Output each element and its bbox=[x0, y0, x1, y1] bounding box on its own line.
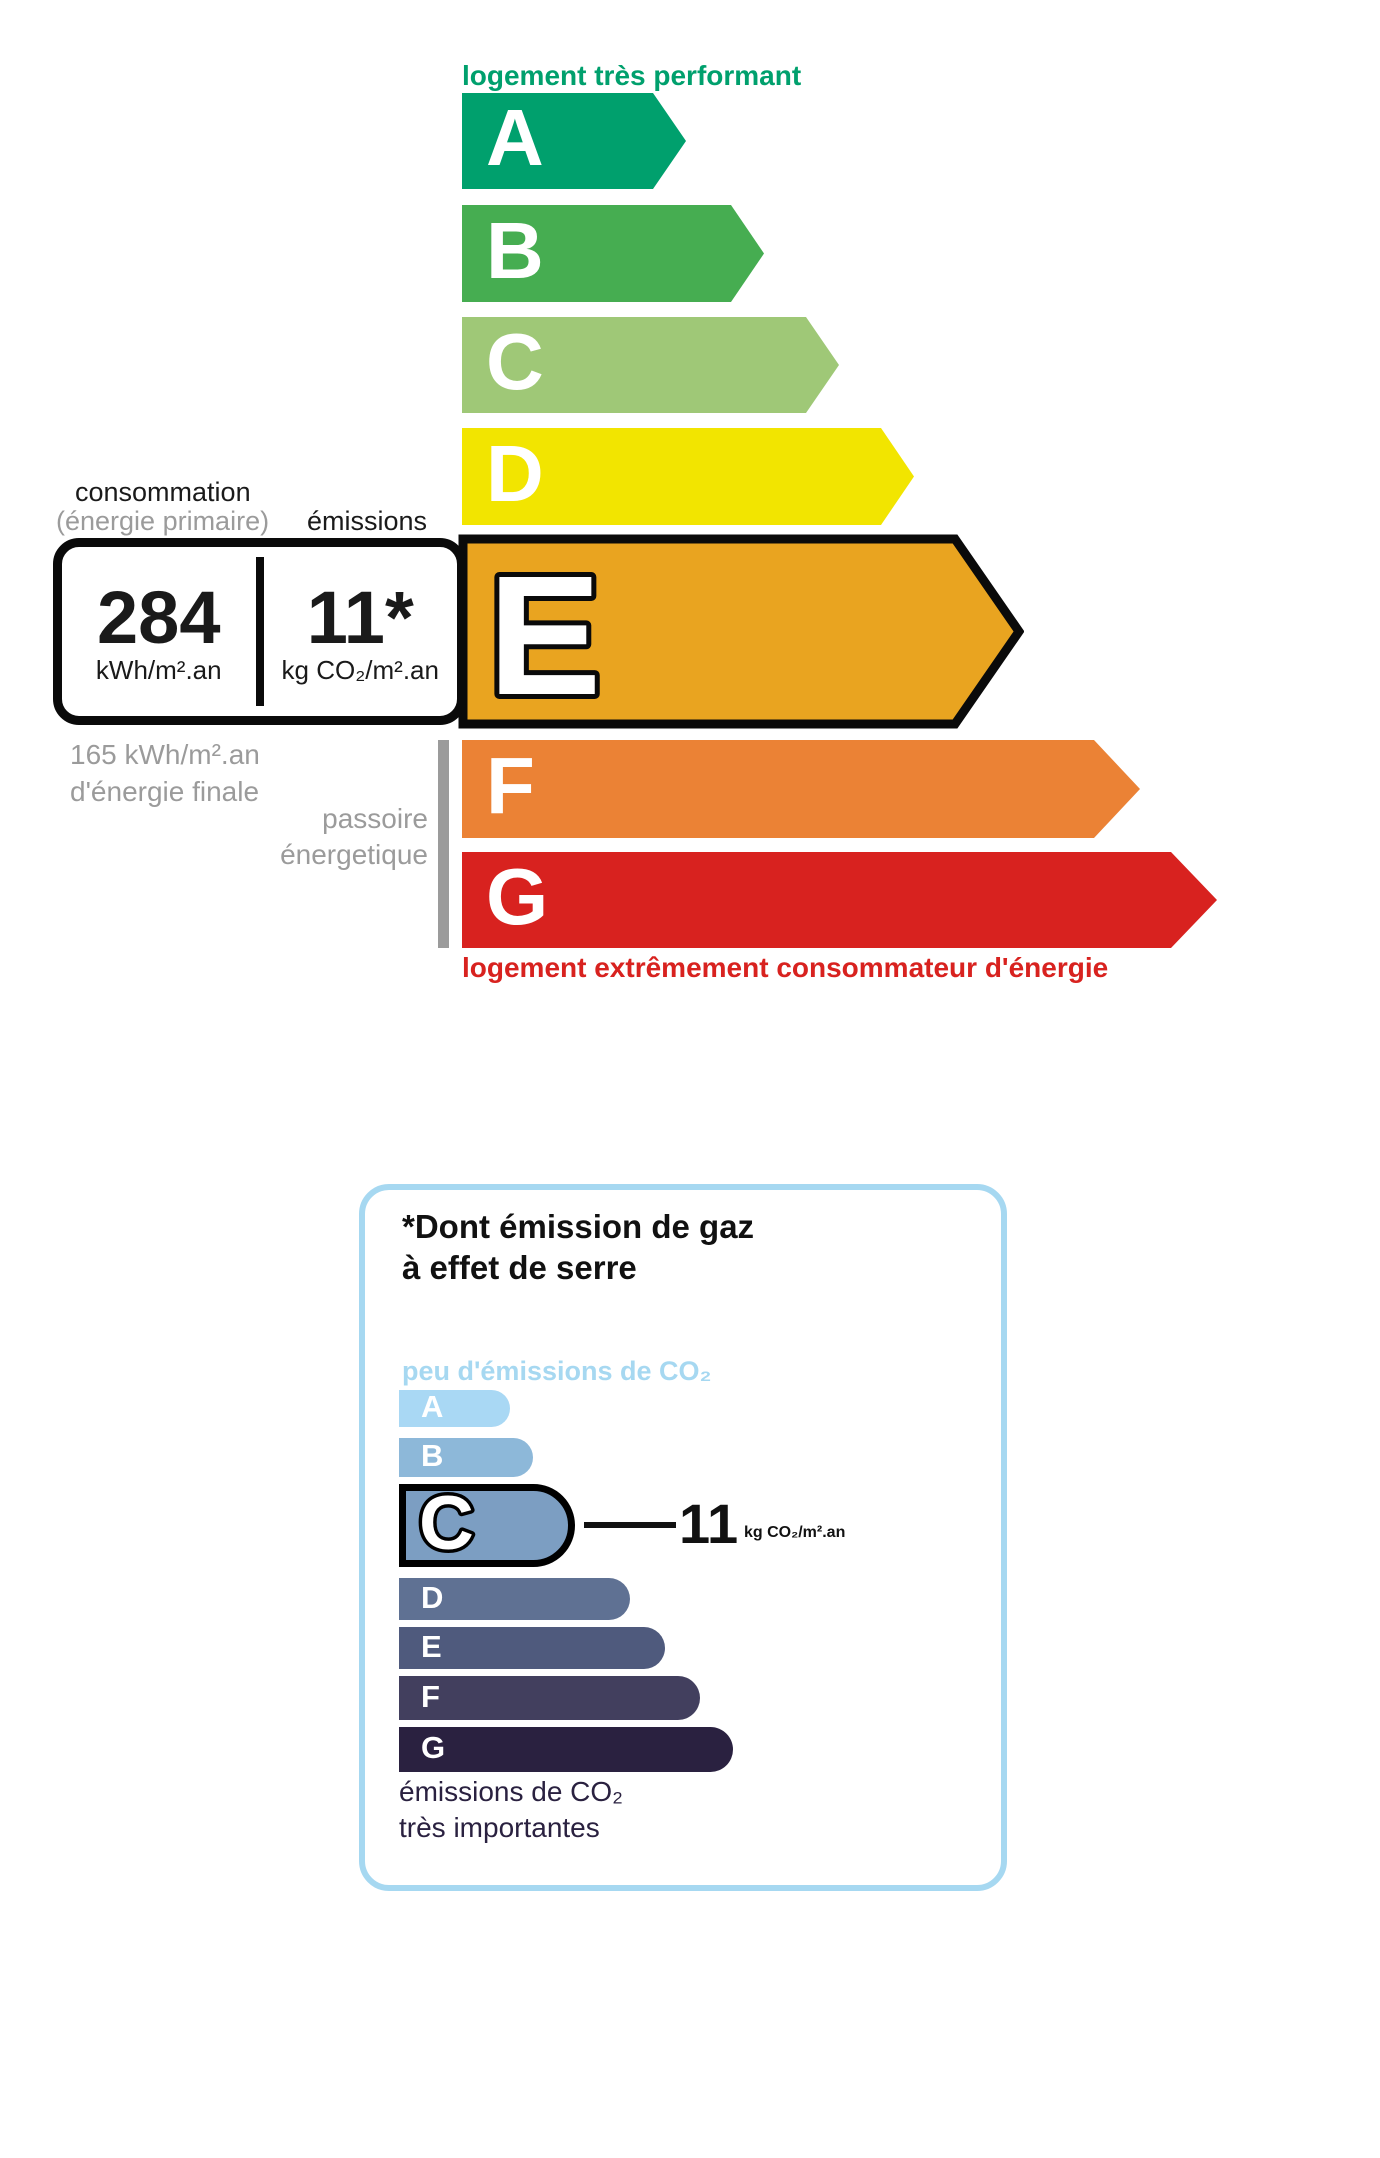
consumption-header: consommation bbox=[75, 477, 251, 507]
emissions-header: émissions bbox=[307, 506, 428, 536]
value-box: 284 kWh/m².an 11* kg CO₂/m².an bbox=[53, 538, 466, 725]
co2-value-unit: kg CO₂/m².an bbox=[744, 1524, 846, 1541]
co2-letter-b: B bbox=[421, 1438, 444, 1473]
co2-selected-letter-graphic: C bbox=[416, 1491, 478, 1560]
class-letter-g: G bbox=[486, 852, 549, 941]
primary-energy-unit: kWh/m².an bbox=[95, 655, 222, 685]
primary-energy-cell: 284 kWh/m².an bbox=[62, 547, 256, 716]
sieve-bracket-bar bbox=[438, 740, 449, 948]
co2-low-emissions-label: peu d'émissions de CO₂ bbox=[402, 1356, 712, 1386]
co2-selected-class-letter: C bbox=[419, 1491, 474, 1560]
selected-energy-class-letter: E bbox=[488, 541, 601, 729]
class-letter-a: A bbox=[486, 93, 544, 182]
co2-letter-e: E bbox=[421, 1628, 442, 1664]
co2-high-emissions-label: émissions de CO₂ très importantes bbox=[399, 1774, 623, 1846]
value-box-divider bbox=[255, 557, 264, 706]
emissions-cell: 11* kg CO₂/m².an bbox=[264, 547, 458, 716]
final-energy-line2: d'énergie finale bbox=[70, 776, 260, 807]
co2-class-row-b: B bbox=[399, 1438, 533, 1477]
consumption-subheader: (énergie primaire) bbox=[56, 506, 270, 536]
energy-class-row-a: A bbox=[462, 93, 686, 189]
co2-title-line2: à effet de serre bbox=[402, 1249, 637, 1286]
bottom-scale-label: logement extrêmement consommateur d'éner… bbox=[462, 952, 1109, 983]
class-letter-c: C bbox=[486, 317, 544, 406]
co2-letter-f: F bbox=[421, 1678, 440, 1714]
co2-class-row-a: A bbox=[399, 1390, 510, 1427]
co2-value-connector-line bbox=[584, 1522, 676, 1528]
co2-title-line1: *Dont émission de gaz bbox=[402, 1208, 755, 1245]
energy-class-row-d: D bbox=[462, 428, 914, 525]
emissions-unit: kg CO₂/m².an bbox=[281, 655, 439, 685]
final-energy-line1: 165 kWh/m².an bbox=[70, 739, 260, 770]
energy-sieve-note: passoire énergetique bbox=[280, 801, 428, 873]
energy-class-row-c: C bbox=[462, 317, 839, 413]
energy-class-row-g: G bbox=[462, 852, 1217, 948]
primary-energy-value: 284 bbox=[97, 576, 221, 659]
energy-class-row-f: F bbox=[462, 740, 1140, 838]
class-letter-f: F bbox=[486, 741, 535, 830]
co2-class-row-d: D bbox=[399, 1578, 630, 1620]
energy-class-row-b: B bbox=[462, 205, 764, 302]
final-energy-note: 165 kWh/m².an d'énergie finale bbox=[70, 736, 260, 810]
class-letter-b: B bbox=[486, 205, 544, 295]
top-scale-label: logement très performant bbox=[462, 60, 802, 91]
co2-panel-title: *Dont émission de gaz à effet de serre bbox=[402, 1206, 754, 1288]
co2-class-row-e: E bbox=[399, 1627, 665, 1669]
co2-high-line1: émissions de CO₂ bbox=[399, 1776, 624, 1807]
class-letter-d: D bbox=[486, 428, 544, 518]
co2-selected-class-row: C bbox=[399, 1484, 575, 1567]
co2-class-row-f: F bbox=[399, 1676, 700, 1720]
co2-letter-a: A bbox=[421, 1389, 444, 1424]
energy-sieve-line1: passoire bbox=[322, 803, 428, 834]
co2-letter-d: D bbox=[421, 1579, 444, 1615]
co2-panel: *Dont émission de gaz à effet de serre p… bbox=[359, 1184, 1007, 1891]
co2-letter-g: G bbox=[421, 1730, 446, 1765]
co2-value: 11 bbox=[679, 1492, 739, 1555]
co2-high-line2: très importantes bbox=[399, 1812, 600, 1843]
selected-energy-class-arrow: E bbox=[458, 534, 1024, 729]
energy-sieve-line2: énergetique bbox=[280, 839, 428, 870]
co2-class-row-g: G bbox=[399, 1727, 733, 1772]
emissions-value: 11* bbox=[306, 576, 414, 659]
